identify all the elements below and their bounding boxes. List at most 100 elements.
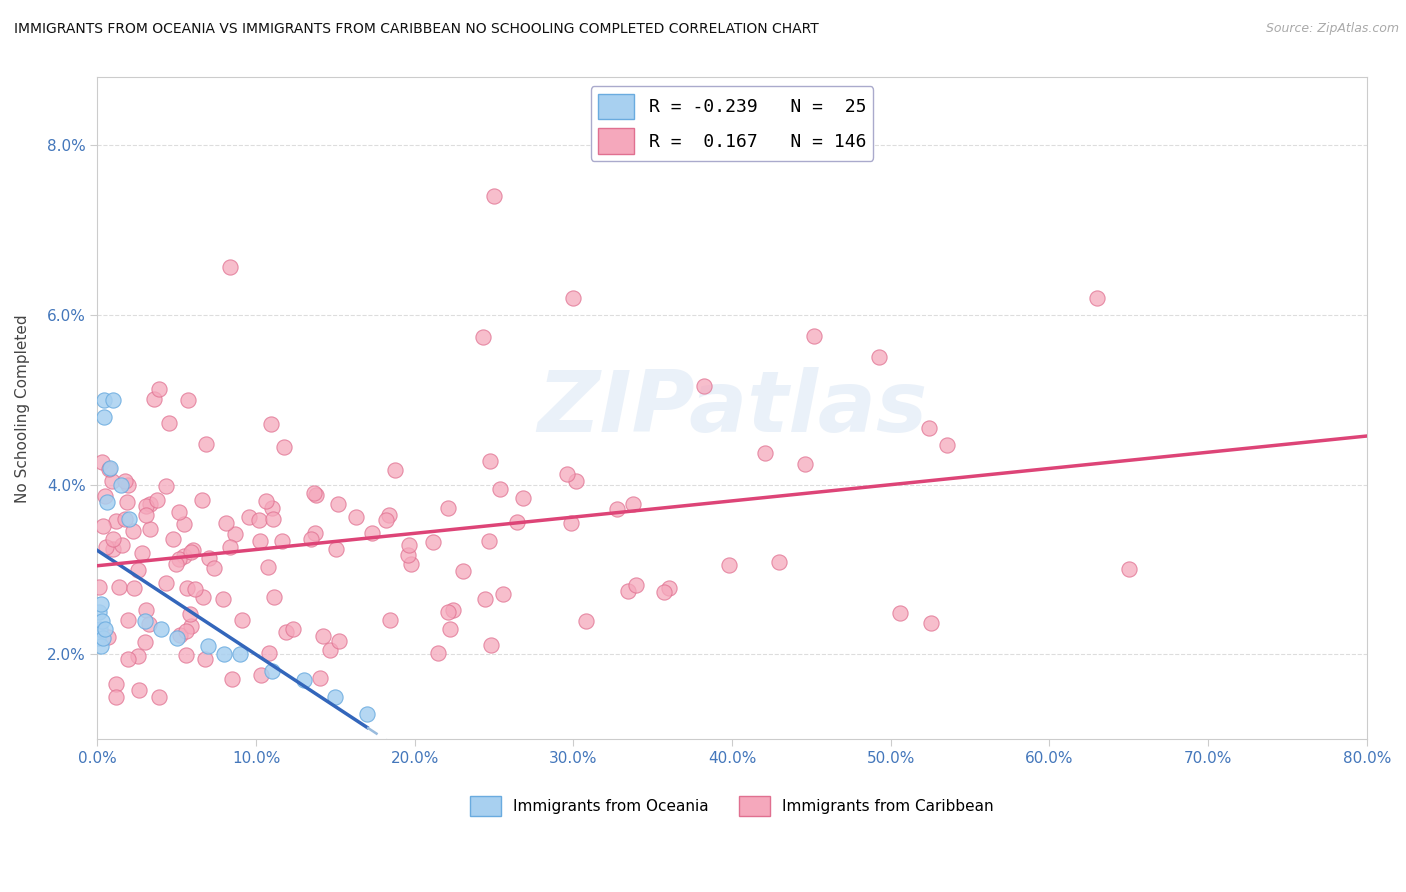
Point [162,532,184,546]
Point [104,677,127,691]
Point [127,563,149,577]
Point [114,512,136,526]
Point [177,392,200,407]
Point [97,630,120,644]
Point [479,638,502,652]
Point [935,438,957,452]
Point [111,538,134,552]
Point [103,541,125,556]
Point [149,622,172,636]
Legend: Immigrants from Oceania, Immigrants from Caribbean: Immigrants from Oceania, Immigrants from… [464,790,1000,822]
Text: Source: ZipAtlas.com: Source: ZipAtlas.com [1265,22,1399,36]
Point [238,510,260,524]
Point [155,479,177,493]
Point [174,648,197,662]
Point [718,558,741,573]
Point [506,515,529,529]
Point [91,455,114,469]
Point [375,513,398,527]
Point [256,493,278,508]
Point [179,607,201,621]
Point [396,548,419,562]
Point [214,648,236,662]
Point [292,673,315,687]
Point [135,500,157,514]
Point [117,478,139,492]
Point [87,631,110,645]
Point [90,639,112,653]
Text: IMMIGRANTS FROM OCEANIA VS IMMIGRANTS FROM CARIBBEAN NO SCHOOLING COMPLETED CORR: IMMIGRANTS FROM OCEANIA VS IMMIGRANTS FR… [14,22,818,37]
Point [441,602,464,616]
Point [437,605,460,619]
Point [328,634,350,648]
Point [143,392,166,406]
Point [398,538,420,552]
Point [378,508,401,522]
Point [693,379,716,393]
Point [100,475,122,489]
Point [439,622,461,636]
Point [191,492,214,507]
Point [212,591,235,606]
Point [194,652,217,666]
Point [198,550,221,565]
Point [560,516,582,530]
Point [249,534,271,549]
Point [93,392,115,407]
Point [360,525,382,540]
Point [262,501,284,516]
Point [472,330,495,344]
Point [115,495,138,509]
Point [167,505,190,519]
Point [260,665,283,679]
Point [194,437,217,451]
Point [309,671,332,685]
Point [134,635,156,649]
Text: ZIPatlas: ZIPatlas [537,367,927,450]
Point [157,416,180,430]
Point [118,512,141,526]
Point [262,512,284,526]
Point [105,690,128,704]
Point [422,534,444,549]
Point [768,555,790,569]
Point [155,576,177,591]
Point [135,603,157,617]
Point [139,522,162,536]
Point [148,382,170,396]
Point [89,597,111,611]
Point [575,614,598,628]
Point [98,460,121,475]
Point [87,580,110,594]
Point [256,560,278,574]
Point [94,489,117,503]
Point [131,546,153,560]
Point [623,497,645,511]
Point [270,534,292,549]
Point [328,497,350,511]
Point [273,440,295,454]
Point [96,494,118,508]
Point [260,417,283,431]
Point [97,462,120,476]
Point [652,585,675,599]
Point [478,533,501,548]
Point [135,508,157,522]
Point [219,540,242,554]
Point [87,605,110,619]
Point [868,351,890,365]
Point [204,561,226,575]
Point [128,683,150,698]
Point [437,500,460,515]
Point [492,587,515,601]
Point [117,652,139,666]
Point [302,486,325,500]
Point [181,543,204,558]
Point [384,463,406,477]
Point [562,291,585,305]
Point [482,189,505,203]
Point [184,582,207,596]
Point [146,492,169,507]
Point [617,584,640,599]
Point [754,446,776,460]
